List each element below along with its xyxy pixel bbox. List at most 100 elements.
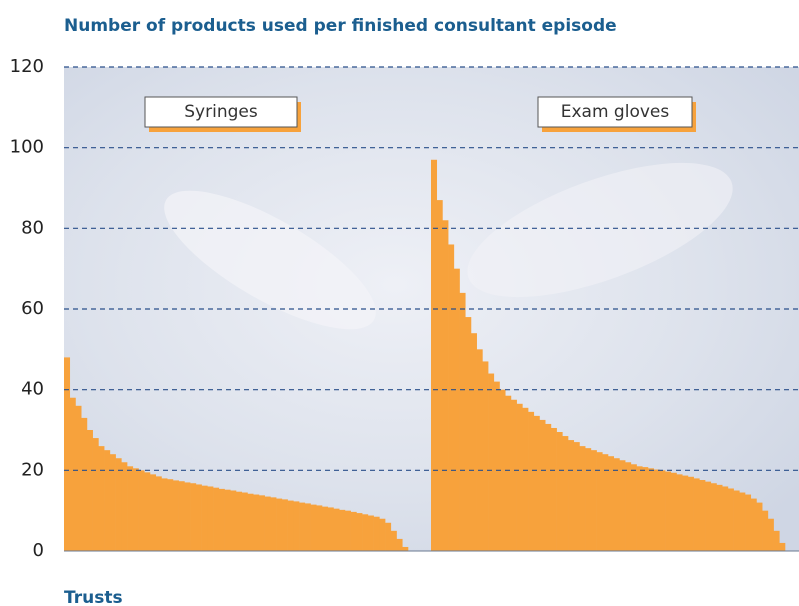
bar	[264, 496, 271, 551]
bar	[287, 500, 294, 551]
bar	[545, 423, 552, 551]
bar	[333, 508, 340, 551]
y-tick-label: 120	[10, 56, 44, 77]
bar	[482, 361, 489, 551]
bar	[115, 458, 122, 551]
bar	[670, 472, 677, 551]
bar	[493, 381, 500, 551]
bar	[459, 292, 466, 551]
bar	[687, 476, 694, 551]
y-tick-label: 20	[21, 459, 44, 480]
bar	[767, 518, 774, 551]
legend-box	[537, 96, 693, 128]
bar	[138, 470, 145, 551]
bar	[322, 506, 329, 551]
bar	[316, 505, 323, 551]
legend-box	[144, 96, 298, 128]
bar	[699, 480, 706, 551]
bar	[613, 458, 620, 551]
bar	[310, 504, 317, 551]
bar	[299, 502, 306, 551]
bar	[773, 530, 780, 551]
legend-label: Syringes	[184, 102, 258, 122]
bar	[293, 501, 300, 551]
bar	[756, 502, 763, 551]
bar	[390, 530, 397, 551]
bar	[705, 481, 712, 551]
bar	[510, 399, 517, 551]
bar	[499, 389, 506, 551]
background-shape	[467, 162, 733, 298]
bar	[665, 471, 672, 551]
bar	[448, 244, 455, 551]
bar	[178, 481, 185, 551]
bar	[247, 493, 254, 551]
bar	[573, 442, 580, 551]
bar	[431, 159, 438, 551]
bar	[722, 486, 729, 551]
bar	[64, 357, 71, 551]
bar	[596, 452, 603, 551]
x-axis-label: Trusts	[64, 588, 123, 606]
bar	[201, 485, 208, 551]
bar	[281, 499, 288, 551]
bar	[241, 492, 248, 551]
bar	[516, 403, 523, 551]
bar	[602, 454, 609, 551]
bar	[710, 483, 717, 551]
bar	[396, 538, 403, 551]
bar	[81, 417, 88, 551]
bar	[385, 522, 392, 551]
bar	[745, 494, 752, 551]
bar	[636, 466, 643, 551]
bar	[402, 546, 409, 551]
bar	[86, 430, 93, 551]
bar	[465, 317, 472, 551]
bar	[470, 333, 477, 551]
bar	[258, 495, 265, 551]
bar	[224, 489, 231, 551]
bar	[379, 518, 386, 551]
bar	[155, 476, 162, 551]
bar	[436, 200, 443, 551]
bar	[659, 470, 666, 551]
y-tick-label: 40	[21, 379, 44, 400]
bar	[253, 494, 260, 551]
bar	[585, 448, 592, 551]
bar	[92, 438, 99, 551]
bar	[109, 454, 116, 551]
bar	[562, 436, 569, 551]
bar	[270, 497, 277, 551]
bar	[367, 515, 374, 551]
bar	[230, 490, 237, 551]
bar	[733, 490, 740, 551]
bar	[642, 467, 649, 551]
bar	[630, 464, 637, 551]
bar	[236, 491, 243, 551]
bar	[442, 220, 449, 551]
chart-title: Number of products used per finished con…	[64, 16, 617, 36]
bar	[533, 415, 540, 551]
bar	[121, 462, 128, 551]
bar	[653, 469, 660, 551]
bar	[625, 462, 632, 551]
bar	[556, 432, 563, 551]
bar	[608, 456, 615, 551]
y-tick-label: 0	[33, 540, 44, 561]
bar	[550, 427, 557, 551]
y-tick-label: 60	[21, 298, 44, 319]
bar	[619, 460, 626, 551]
bar	[344, 510, 351, 551]
bar	[762, 510, 769, 551]
bar	[167, 479, 174, 551]
bar	[750, 498, 757, 551]
bar	[213, 487, 220, 551]
bar	[339, 509, 346, 551]
bar	[682, 475, 689, 551]
bar	[716, 484, 723, 551]
bar	[676, 474, 683, 551]
bar	[505, 395, 512, 551]
bar	[579, 446, 586, 551]
bar	[350, 511, 357, 551]
